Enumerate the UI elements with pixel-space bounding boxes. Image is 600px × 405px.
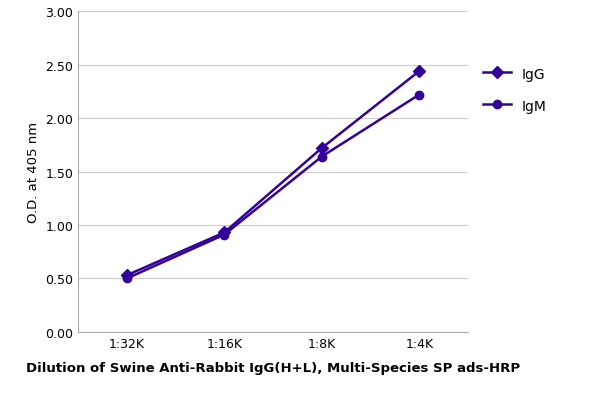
- Line: IgM: IgM: [122, 91, 424, 283]
- IgG: [221, 230, 228, 235]
- IgM: [318, 155, 325, 160]
- IgM: [123, 276, 130, 281]
- IgM: [221, 232, 228, 237]
- IgG: [416, 69, 423, 74]
- X-axis label: Dilution of Swine Anti-Rabbit IgG(H+L), Multi-Species SP ads-HRP: Dilution of Swine Anti-Rabbit IgG(H+L), …: [26, 361, 520, 374]
- IgG: [318, 146, 325, 151]
- Legend: IgG, IgM: IgG, IgM: [483, 67, 547, 113]
- IgM: [416, 93, 423, 98]
- IgG: [123, 273, 130, 278]
- Y-axis label: O.D. at 405 nm: O.D. at 405 nm: [26, 122, 40, 223]
- Line: IgG: IgG: [122, 68, 424, 280]
